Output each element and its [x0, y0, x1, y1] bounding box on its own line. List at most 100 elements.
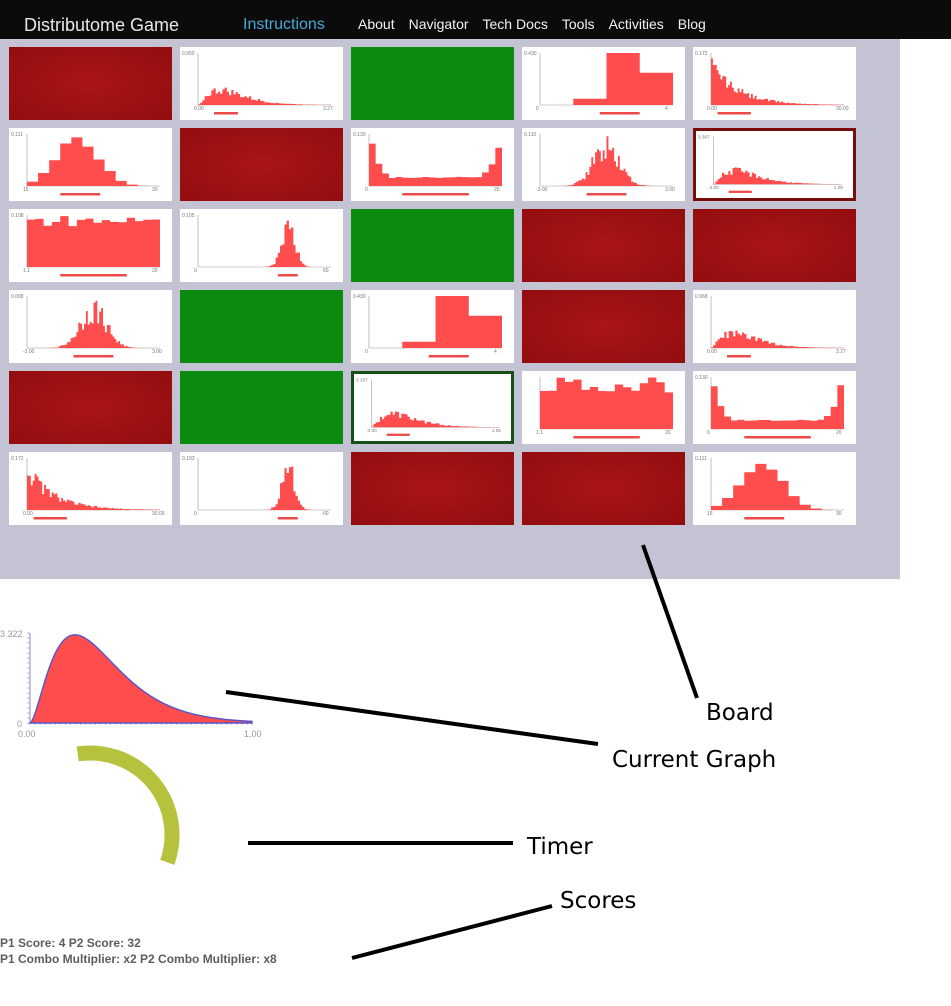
tile-histogram-bars [713, 167, 842, 185]
current-graph-y0-label: 0 [17, 719, 22, 729]
tile-xmax-label: 30 [836, 511, 842, 517]
tile-histogram-bars [27, 473, 160, 510]
tile-xmin-label: 0 [365, 187, 368, 193]
board-tile-r3-c4[interactable] [522, 209, 685, 282]
board-tile-r6-c4[interactable] [522, 452, 685, 525]
board-tile-r4-c2[interactable] [180, 290, 343, 363]
tile-histogram: 0.430 0 4 [524, 51, 673, 115]
tile-histogram: 0.430 0 4 [353, 294, 502, 358]
nav-instructions[interactable]: Instructions [243, 16, 325, 33]
tile-histogram: 0.103 0 60 [182, 456, 331, 520]
board-tile-r4-c3[interactable]: 0.430 0 4 [351, 290, 514, 363]
navbar: Distributome Game Instructions About Nav… [0, 0, 951, 39]
tile-interval-marker [277, 517, 298, 520]
board-tile-r3-c1[interactable]: 0.108 1.1 20 [9, 209, 172, 282]
tile-interval-marker [60, 274, 127, 277]
board-tile-r4-c4[interactable] [522, 290, 685, 363]
board-tile-r4-c5[interactable]: 0.968 0.00 3.27 [693, 290, 856, 363]
timer-ring [76, 745, 180, 865]
tile-interval-marker [728, 190, 752, 193]
board-tile-r6-c2[interactable]: 0.103 0 60 [180, 452, 343, 525]
scores-panel: P1 Score: 4 P2 Score: 32 P1 Combo Multip… [0, 935, 277, 967]
tile-interval-marker [586, 193, 627, 196]
tile-interval-marker [277, 274, 298, 277]
board-tile-r5-c5[interactable]: 0.130 0 20 [693, 371, 856, 444]
tile-xmax-label: 3.00 [152, 349, 162, 355]
tile-xmax-label: 60 [323, 511, 329, 517]
current-graph-callout: Current Graph [612, 747, 777, 773]
current-graph: 3.322 0 0.00 1.00 [0, 629, 262, 739]
board-tile-r5-c2[interactable] [180, 371, 343, 444]
tile-xmax-label: 3.27 [323, 106, 333, 112]
tile-histogram-bars [540, 377, 673, 429]
tile-histogram: 0.098 -3.00 3.00 [11, 294, 162, 358]
nav-tech-docs[interactable]: Tech Docs [482, 16, 548, 32]
tile-xmin-label: 0.00 [194, 106, 204, 112]
tile-axes [713, 136, 842, 185]
nav-activities[interactable]: Activities [608, 16, 664, 32]
tile-histogram: 3.307 0.00 1.00 [698, 134, 844, 193]
board-tile-r2-c5[interactable]: 3.307 0.00 1.00 [693, 128, 856, 201]
board-tile-r1-c1[interactable] [9, 47, 172, 120]
tile-ylabel-label: 0.111 [695, 456, 707, 462]
tile-ylabel-label: 0.105 [182, 213, 195, 219]
board-tile-r6-c3[interactable] [351, 452, 514, 525]
tile-xmin-label: 15 [707, 511, 713, 517]
tile-ylabel-label: 3.307 [698, 134, 710, 139]
tile-xmax-label: 4 [665, 106, 668, 112]
tile-xmin-label: 0 [194, 511, 197, 517]
board-tile-r6-c1[interactable]: 0.172 0.00 30.00 [9, 452, 172, 525]
tile-interval-marker [214, 112, 238, 115]
tile-xmin-label: 1.1 [23, 268, 30, 274]
board-tile-r5-c1[interactable] [9, 371, 172, 444]
tile-xmin-label: 0.00 [707, 106, 717, 112]
nav-blog[interactable]: Blog [677, 16, 706, 32]
board-tile-r6-c5[interactable]: 0.111 15 30 [693, 452, 856, 525]
current-graph-pointer-line [225, 690, 599, 746]
tile-ylabel-label: 0.111 [11, 132, 23, 138]
board-tile-r3-c5[interactable] [693, 209, 856, 282]
nav-about[interactable]: About [358, 16, 395, 32]
board-tile-r3-c2[interactable]: 0.105 0 60 [180, 209, 343, 282]
tile-histogram: 0.968 0.00 3.27 [695, 294, 846, 358]
board-tile-r2-c4[interactable]: 0.110 -3.00 3.00 [522, 128, 685, 201]
board-tile-r2-c2[interactable] [180, 128, 343, 201]
board-tile-r1-c5[interactable]: 0.172 0.00 30.00 [693, 47, 856, 120]
tile-interval-marker [599, 112, 640, 115]
board-tile-r2-c1[interactable]: 0.111 15 30 [9, 128, 172, 201]
scores-callout: Scores [560, 888, 637, 914]
tile-xmin-label: 0.00 [709, 185, 719, 190]
board-tile-r2-c3[interactable]: 0.130 0 20 [351, 128, 514, 201]
tile-interval-marker [33, 517, 67, 520]
timer-arc [76, 745, 180, 865]
tile-histogram: 1.1 20 [536, 377, 673, 439]
board-tile-r3-c3[interactable] [351, 209, 514, 282]
tile-xmax-label: 20 [665, 430, 671, 436]
nav-navigator[interactable]: Navigator [408, 16, 469, 32]
board-tile-r1-c4[interactable]: 0.430 0 4 [522, 47, 685, 120]
tile-histogram: 0.108 1.1 20 [11, 213, 160, 277]
tile-ylabel-label: 0.103 [182, 456, 195, 462]
board-tile-r1-c2[interactable]: 0.950 0.00 3.27 [180, 47, 343, 120]
brand-title[interactable]: Distributome Game [24, 15, 180, 35]
tile-histogram-bars [369, 296, 502, 348]
tile-histogram-bars [27, 300, 160, 348]
board-tile-r1-c3[interactable] [351, 47, 514, 120]
tile-interval-marker [727, 355, 751, 358]
scores-pointer-line [351, 904, 553, 960]
tile-ylabel-label: 0.108 [11, 213, 24, 219]
board-tile-r5-c4[interactable]: 1.1 20 [522, 371, 685, 444]
tile-ylabel-label: 0.172 [11, 456, 24, 462]
board-tile-r4-c1[interactable]: 0.098 -3.00 3.00 [9, 290, 172, 363]
board-tile-r5-c3[interactable]: 3.307 0.00 1.00 [351, 371, 514, 444]
tile-interval-marker [73, 355, 114, 358]
nav-tools[interactable]: Tools [561, 16, 595, 32]
tile-xmin-label: 0 [536, 106, 539, 112]
tile-axes [371, 379, 500, 428]
tile-histogram: 0.111 15 30 [695, 456, 844, 520]
tile-interval-marker [744, 517, 785, 520]
tile-histogram-bars [711, 330, 844, 348]
tile-xmax-label: 1.00 [834, 185, 844, 190]
tile-histogram: 0.105 0 60 [182, 213, 331, 277]
tile-histogram-bars [540, 136, 673, 186]
